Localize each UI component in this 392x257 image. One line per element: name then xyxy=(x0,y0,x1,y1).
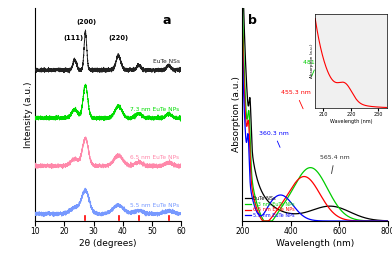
X-axis label: 2θ (degrees): 2θ (degrees) xyxy=(80,239,137,248)
Text: 481.1 nm: 481.1 nm xyxy=(303,60,332,76)
7.3 nm EuTe NPs xyxy=(240,0,245,2)
Text: (200): (200) xyxy=(76,20,96,25)
7.3 nm EuTe NPs xyxy=(302,169,307,172)
5.5 nm EuTe NPs xyxy=(240,47,245,50)
5.5 nm EuTe NPs xyxy=(383,219,388,223)
Line: 5.5 nm EuTe NPs: 5.5 nm EuTe NPs xyxy=(242,49,388,221)
Text: EuTe NSs: EuTe NSs xyxy=(152,59,180,64)
Line: 7.3 nm EuTe NPs: 7.3 nm EuTe NPs xyxy=(242,0,388,221)
EuTe NSs xyxy=(367,217,372,221)
5.5 nm EuTe NPs xyxy=(386,219,390,223)
7.3 nm EuTe NPs xyxy=(386,219,390,223)
5.5 nm EuTe NPs xyxy=(257,214,261,217)
6.5 nm EuTe NPs xyxy=(265,219,270,223)
6.5 nm EuTe NPs xyxy=(383,219,388,223)
6.5 nm EuTe NPs xyxy=(261,219,265,223)
5.5 nm EuTe NPs xyxy=(265,206,270,209)
6.5 nm EuTe NPs xyxy=(240,25,245,28)
7.3 nm EuTe NPs xyxy=(296,178,301,181)
6.5 nm EuTe NPs xyxy=(296,178,301,181)
EuTe NSs xyxy=(296,212,301,215)
6.5 nm EuTe NPs xyxy=(302,175,307,178)
7.3 nm EuTe NPs xyxy=(265,219,270,223)
6.5 nm EuTe NPs xyxy=(367,219,372,223)
Text: (111): (111) xyxy=(64,35,84,41)
Line: 6.5 nm EuTe NPs: 6.5 nm EuTe NPs xyxy=(242,27,388,221)
5.5 nm EuTe NPs xyxy=(296,210,301,213)
6.5 nm EuTe NPs xyxy=(257,213,261,216)
EuTe NSs xyxy=(383,219,388,222)
EuTe NSs xyxy=(386,219,390,222)
EuTe NSs xyxy=(302,211,307,214)
Text: 360.3 nm: 360.3 nm xyxy=(259,131,289,147)
5.5 nm EuTe NPs xyxy=(367,219,372,223)
7.3 nm EuTe NPs xyxy=(257,208,261,212)
Legend: EuTe NSs, 7.3 nm EuTe NPs, 6.5 nm EuTe NPs, 5.5 nm EuTe NPs: EuTe NSs, 7.3 nm EuTe NPs, 6.5 nm EuTe N… xyxy=(245,195,295,218)
7.3 nm EuTe NPs xyxy=(383,219,388,223)
Text: 6.5 nm EuTe NPs: 6.5 nm EuTe NPs xyxy=(131,155,180,160)
Line: EuTe NSs: EuTe NSs xyxy=(242,0,388,221)
EuTe NSs xyxy=(257,183,261,186)
Y-axis label: Intensity (a.u.): Intensity (a.u.) xyxy=(24,81,33,148)
Text: 565.4 nm: 565.4 nm xyxy=(320,155,350,173)
5.5 nm EuTe NPs xyxy=(302,215,307,218)
Text: b: b xyxy=(248,14,257,27)
Text: a: a xyxy=(162,14,171,27)
EuTe NSs xyxy=(265,199,270,202)
7.3 nm EuTe NPs xyxy=(262,219,267,223)
6.5 nm EuTe NPs xyxy=(386,219,390,223)
Y-axis label: Absorption (a.u.): Absorption (a.u.) xyxy=(232,76,241,152)
7.3 nm EuTe NPs xyxy=(367,219,372,222)
X-axis label: Wavelength (nm): Wavelength (nm) xyxy=(276,239,354,248)
Text: 5.5 nm EuTe NPs: 5.5 nm EuTe NPs xyxy=(131,203,180,208)
Text: 455.3 nm: 455.3 nm xyxy=(281,90,311,109)
Text: 7.3 nm EuTe NPs: 7.3 nm EuTe NPs xyxy=(131,107,180,112)
Text: (220): (220) xyxy=(108,35,129,41)
